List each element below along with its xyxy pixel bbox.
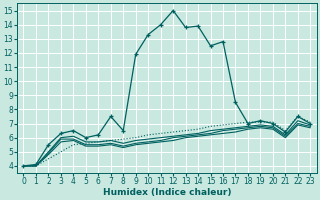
X-axis label: Humidex (Indice chaleur): Humidex (Indice chaleur) (103, 188, 231, 197)
